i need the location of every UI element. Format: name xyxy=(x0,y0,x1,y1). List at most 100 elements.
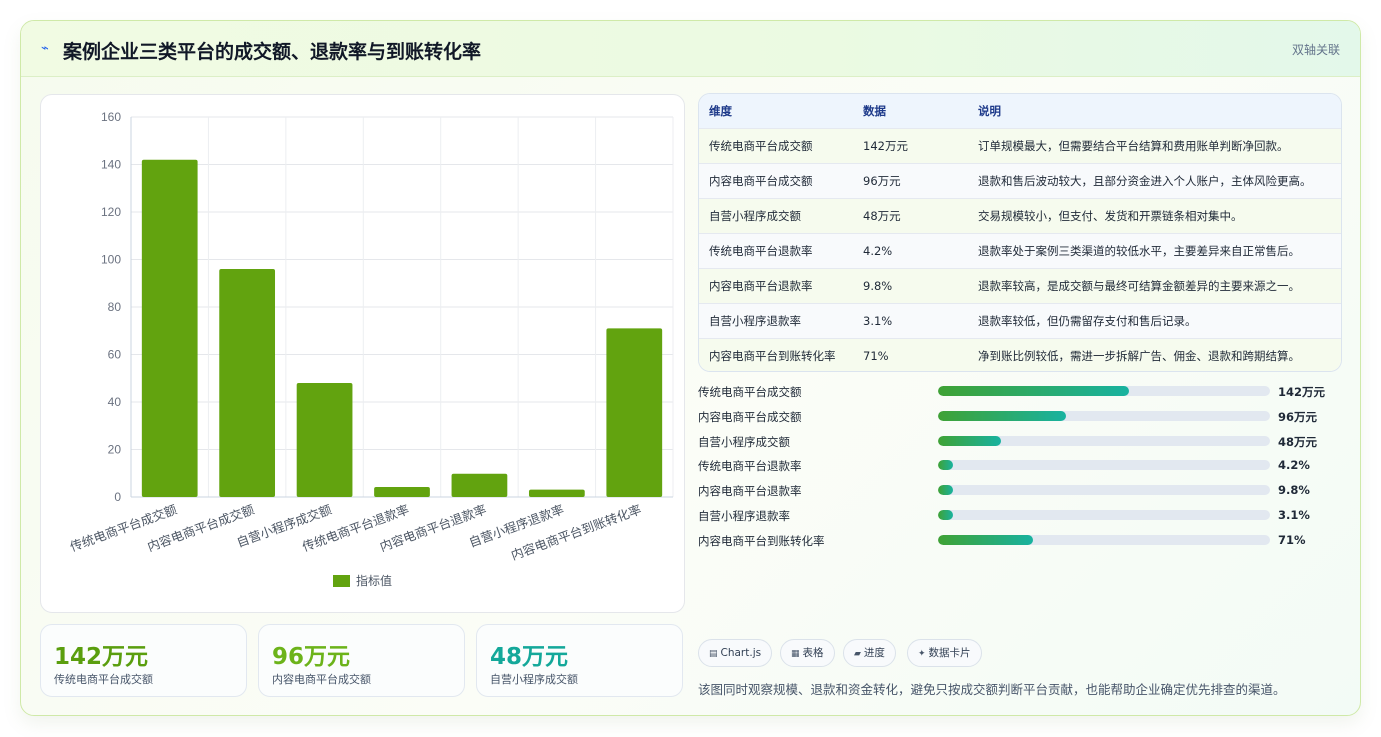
cell-note: 退款和售后波动较大，且部分资金进入个人账户，主体风险更高。 xyxy=(978,173,1312,188)
cell-note: 订单规模最大，但需要结合平台结算和费用账单判断净回款。 xyxy=(978,138,1289,153)
column-header: 维度 xyxy=(709,103,732,118)
bar xyxy=(528,489,585,497)
table-row: 自营小程序退款率 3.1% 退款率较低，但仍需留存支付和售后记录。 xyxy=(699,303,1341,338)
metrics-table: 维度 数据 说明 传统电商平台成交额 142万元 订单规模最大，但需要结合平台结算和… xyxy=(699,94,1341,371)
cell-value: 48万元 xyxy=(863,208,901,223)
chart-icon: ▤ xyxy=(709,649,718,659)
chip-label: 数据卡片 xyxy=(928,647,971,659)
progress-label: 内容电商平台到账转化率 xyxy=(698,533,825,548)
y-tick-label: 80 xyxy=(108,300,122,314)
progress-label: 传统电商平台成交额 xyxy=(698,385,802,399)
progress-row: 自营小程序成交额 48万元 xyxy=(698,431,1343,451)
spark-icon: ⌁ xyxy=(41,41,49,56)
chip-chart[interactable]: ▤ Chart.js xyxy=(698,639,773,667)
progress-track xyxy=(938,510,1270,520)
chip-table[interactable]: ▦ 表格 xyxy=(780,639,835,667)
progress-value: 142万元 xyxy=(1278,385,1326,399)
progress-track xyxy=(938,410,1270,421)
kpi-value: 142万元 xyxy=(54,644,149,670)
progress-row: 内容电商平台到账转化率 71% xyxy=(698,530,1343,550)
y-tick-label: 20 xyxy=(108,443,122,457)
cell-dimension: 内容电商平台到账转化率 xyxy=(709,348,836,363)
progress-label: 传统电商平台退款率 xyxy=(698,459,802,474)
column-header: 说明 xyxy=(978,103,1001,118)
cell-dimension: 自营小程序退款率 xyxy=(709,313,801,328)
cell-value: 3.1% xyxy=(863,313,893,328)
legend-swatch xyxy=(333,575,350,587)
kpi-card-traditional: 142万元 传统电商平台成交额 xyxy=(40,624,247,697)
column-header: 数据 xyxy=(863,103,886,118)
footnote: 该图同时观察规模、退款和资金转化，避免只按成交额判断平台贡献，也能帮助企业确定优… xyxy=(698,682,1286,697)
progress-value: 9.8% xyxy=(1278,483,1310,498)
progress-row: 内容电商平台成交额 96万元 xyxy=(698,406,1343,426)
chip-label: 进度 xyxy=(863,647,885,659)
progress-label: 内容电商平台退款率 xyxy=(698,484,802,499)
progress-fill xyxy=(938,485,953,496)
kpi-label: 内容电商平台成交额 xyxy=(272,673,371,686)
cell-note: 退款率处于案例三类渠道的较低水平，主要差异来自正常售后。 xyxy=(978,243,1300,258)
progress-fill xyxy=(938,510,953,520)
kpi-card-miniprogram: 48万元 自营小程序成交额 xyxy=(476,624,683,697)
progress-track xyxy=(938,534,1270,545)
progress-track xyxy=(938,386,1270,396)
progress-track xyxy=(938,435,1270,446)
cell-note: 净到账比例较低，需进一步拆解广告、佣金、退款和跨期结算。 xyxy=(978,348,1300,363)
cell-note: 退款率较低，但仍需留存支付和售后记录。 xyxy=(978,313,1197,328)
y-tick-label: 0 xyxy=(114,490,121,504)
table-icon: ▦ xyxy=(791,649,800,659)
cell-value: 142万元 xyxy=(863,138,908,153)
cell-note: 退款率较高，是成交额与最终可结算金额差异的主要来源之一。 xyxy=(978,278,1300,293)
chip-card[interactable]: ✦ 数据卡片 xyxy=(907,639,982,667)
cell-value: 4.2% xyxy=(863,243,893,258)
progress-track xyxy=(938,460,1270,471)
kpi-card-content: 96万元 内容电商平台成交额 xyxy=(258,624,465,697)
cell-dimension: 内容电商平台退款率 xyxy=(709,278,813,293)
kpi-label: 传统电商平台成交额 xyxy=(54,673,153,686)
dashboard-card: ⌁ 案例企业三类平台的成交额、退款率与到账转化率 双轴关联 0 20 40 60 80 1… xyxy=(20,20,1361,716)
table-row: 传统电商平台成交额 142万元 订单规模最大，但需要结合平台结算和费用账单判断净回款… xyxy=(699,128,1341,163)
table-row: 内容电商平台成交额 96万元 退款和售后波动较大，且部分资金进入个人账户，主体风险更… xyxy=(699,163,1341,198)
progress-row: 传统电商平台成交额 142万元 xyxy=(698,381,1343,401)
progress-label: 自营小程序退款率 xyxy=(698,509,790,523)
progress-label: 自营小程序成交额 xyxy=(698,434,790,449)
legend-label: 指标值 xyxy=(356,573,392,588)
kpi-label: 自营小程序成交额 xyxy=(490,673,578,686)
cell-value: 9.8% xyxy=(863,278,893,293)
progress-fill xyxy=(938,460,953,471)
progress-value: 3.1% xyxy=(1278,508,1310,522)
x-tick-label: 内容电商平台到账转化率 xyxy=(509,502,643,563)
table-row: 内容电商平台退款率 9.8% 退款率较高，是成交额与最终可结算金额差异的主要来源之一… xyxy=(699,268,1341,303)
progress-label: 内容电商平台成交额 xyxy=(698,409,802,424)
progress-track xyxy=(938,485,1270,496)
cell-dimension: 传统电商平台成交额 xyxy=(709,138,813,153)
y-tick-label: 140 xyxy=(101,158,121,172)
table-header-row: 维度 数据 说明 xyxy=(699,94,1341,128)
bar xyxy=(451,473,508,497)
bar xyxy=(296,383,353,497)
y-tick-label: 120 xyxy=(101,205,121,219)
y-tick-label: 40 xyxy=(108,395,122,409)
bar xyxy=(219,269,276,497)
cell-value: 71% xyxy=(863,348,889,363)
bar xyxy=(374,487,430,497)
progress-value: 96万元 xyxy=(1278,409,1318,424)
cell-dimension: 内容电商平台成交额 xyxy=(709,173,813,188)
dual-axis-tag[interactable]: 双轴关联 xyxy=(1291,43,1340,57)
progress-fill xyxy=(938,534,1033,545)
y-tick-label: 160 xyxy=(101,110,121,124)
cell-note: 交易规模较小，但支付、发货和开票链条相对集中。 xyxy=(978,208,1243,223)
progress-row: 传统电商平台退款率 4.2% xyxy=(698,455,1343,475)
chip-progress[interactable]: ▰ 进度 xyxy=(843,639,896,667)
progress-fill xyxy=(938,435,1002,446)
table-row: 传统电商平台退款率 4.2% 退款率处于案例三类渠道的较低水平，主要差异来自正常售后… xyxy=(699,233,1341,268)
progress-row: 自营小程序退款率 3.1% xyxy=(698,505,1343,525)
y-tick-label: 100 xyxy=(101,253,121,267)
kpi-value: 96万元 xyxy=(272,644,351,670)
progress-value: 71% xyxy=(1278,532,1306,547)
progress-value: 48万元 xyxy=(1278,434,1318,449)
progress-fill xyxy=(938,410,1066,421)
table-row: 内容电商平台到账转化率 71% 净到账比例较低，需进一步拆解广告、佣金、退款和跨期结… xyxy=(699,338,1341,371)
cell-dimension: 传统电商平台退款率 xyxy=(709,243,813,258)
chip-label: Chart.js xyxy=(720,647,762,659)
cell-value: 96万元 xyxy=(863,173,901,188)
